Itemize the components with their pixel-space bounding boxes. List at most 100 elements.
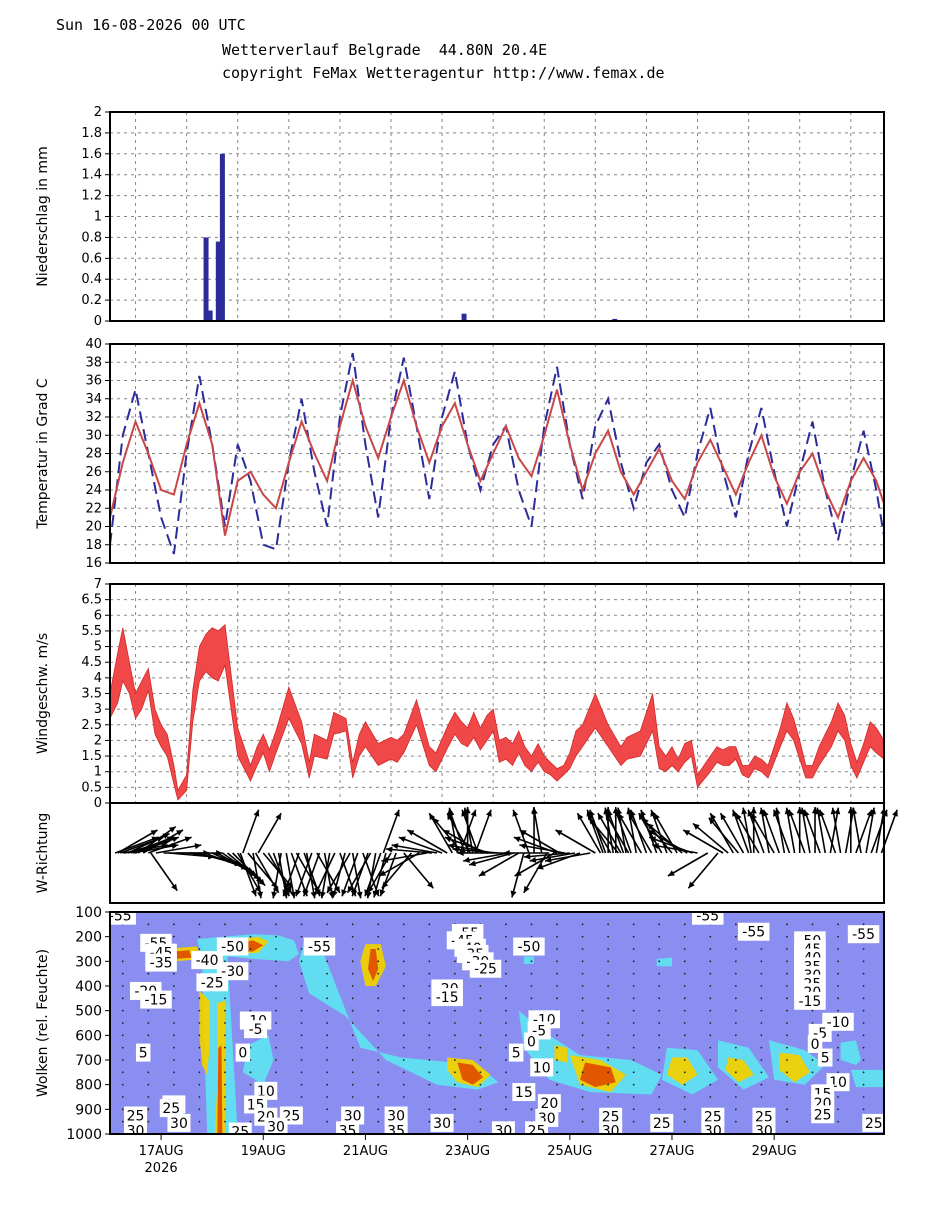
wind-arrow-head (597, 813, 604, 821)
wind-direction-arrow (302, 852, 321, 897)
precip-y-tick-label: 0 (94, 314, 102, 329)
cloud-dot (862, 1096, 865, 1098)
cloud-dot (224, 1120, 226, 1123)
cloud-dot (709, 1009, 712, 1012)
temperature-label: 30 (704, 1123, 722, 1139)
wind-y-tick-label: 0 (94, 796, 102, 811)
cloud-dot (249, 935, 252, 938)
wind-arrow-head (171, 836, 179, 843)
wind-direction-arrow (750, 812, 775, 854)
wind-arrow-head (646, 823, 654, 830)
temperature-label: -50 (517, 940, 540, 956)
cloud-dot (428, 1108, 431, 1111)
cloud-dot (300, 1096, 303, 1098)
cloud-dot (377, 1108, 380, 1111)
wind-arrow-head (555, 830, 563, 836)
cloud-dot (862, 1059, 865, 1061)
temperature-label: -15 (145, 993, 168, 1009)
cloud-dot (632, 972, 635, 975)
wind-arrow-head (443, 830, 451, 836)
cloud-dot (581, 1071, 584, 1074)
cloud-dot (300, 997, 303, 1000)
cloud-dot (786, 1071, 788, 1074)
cloud-dot (275, 948, 277, 950)
wind-arrow-head (514, 870, 522, 876)
wind-arrow-head (735, 813, 742, 821)
cloud-dot (607, 960, 610, 963)
temperature-label-box (752, 1107, 776, 1126)
cloud-dot (224, 1108, 226, 1111)
cloud-dot (351, 1096, 354, 1098)
wind-direction-arrow (742, 807, 752, 854)
temperature-label: -55 (308, 940, 331, 956)
temperature-label: 30 (494, 1123, 512, 1139)
cloud-dot (326, 985, 329, 987)
cloud-dot (479, 997, 482, 1000)
cloud-dot (326, 960, 329, 963)
cloud-dot (658, 1046, 661, 1049)
cloud-dot (428, 1009, 431, 1012)
wind-direction-arrow (117, 829, 158, 854)
cloud-dot (530, 985, 533, 987)
cloud-dot (249, 1083, 252, 1086)
cloud-dot (402, 972, 405, 975)
wind-direction-arrow (463, 852, 509, 862)
cloud-dot (198, 935, 201, 938)
cloud-dot (811, 1022, 814, 1024)
humidity-region-high (580, 1062, 616, 1088)
cloud-dot (479, 1022, 482, 1024)
wind-y-tick-label: 4.5 (81, 655, 102, 670)
wind-arrow-head (486, 809, 492, 817)
cloud-dot (760, 972, 763, 975)
cloud-dot (224, 1083, 226, 1086)
cloud-dot (632, 1096, 635, 1098)
cloud-dot (121, 1022, 124, 1024)
wind-direction-arrow (314, 852, 336, 896)
wind-direction-arrow (788, 809, 806, 854)
cloud-dot (760, 1059, 763, 1061)
wind-arrow-head (303, 889, 309, 897)
temperature-label-box (701, 1121, 725, 1134)
wind-arrow-head (258, 878, 266, 886)
humidity-region-low (840, 1040, 861, 1065)
wind-arrow-head (319, 891, 326, 899)
cloud-dot (632, 1009, 635, 1012)
cloud-dot (709, 1096, 712, 1098)
cloud-dot (121, 1071, 124, 1074)
x-tick-label: 25AUG (547, 1144, 592, 1159)
cloud-dot (862, 1071, 865, 1074)
cloud-dot (837, 923, 839, 926)
temperature-label: 25 (814, 1107, 832, 1123)
humidity-region-mid (554, 1045, 568, 1063)
wind-arrow-head (171, 883, 178, 891)
wind-arrow-head (866, 809, 873, 817)
wind-arrow-head (447, 843, 455, 850)
cloud-dot (862, 1009, 865, 1012)
temperature-label-box (469, 959, 502, 978)
temp-panel-frame (109, 343, 885, 564)
cloud-dot (453, 1120, 456, 1123)
cloud-dot (632, 997, 635, 1000)
cloud-dot (632, 935, 635, 938)
wind-arrow-head (331, 890, 338, 898)
cloud-dot (249, 985, 252, 987)
wind-direction-arrow (852, 807, 862, 854)
wind-arrow-head (295, 889, 302, 897)
wind-arrow-head (275, 813, 282, 821)
cloud-dot (862, 948, 865, 950)
cloud-dot (351, 1083, 354, 1086)
cloud-dot (275, 985, 277, 987)
wind-arrow-head (194, 843, 202, 850)
wind-arrow-head (512, 809, 519, 817)
wind-arrow-head (667, 870, 675, 876)
cloud-dot (224, 1059, 226, 1061)
wind-arrow-head (432, 817, 440, 825)
cloud-dot (811, 1059, 814, 1061)
cloud-dot (275, 997, 277, 1000)
precip-y-tick-label: 0.6 (81, 251, 102, 266)
wind-arrow-head (381, 881, 389, 889)
cloud-dot (428, 935, 431, 938)
cloud-dot (581, 1108, 584, 1111)
temperature-label: 5 (139, 1046, 148, 1062)
wind-direction-arrow (687, 852, 719, 889)
